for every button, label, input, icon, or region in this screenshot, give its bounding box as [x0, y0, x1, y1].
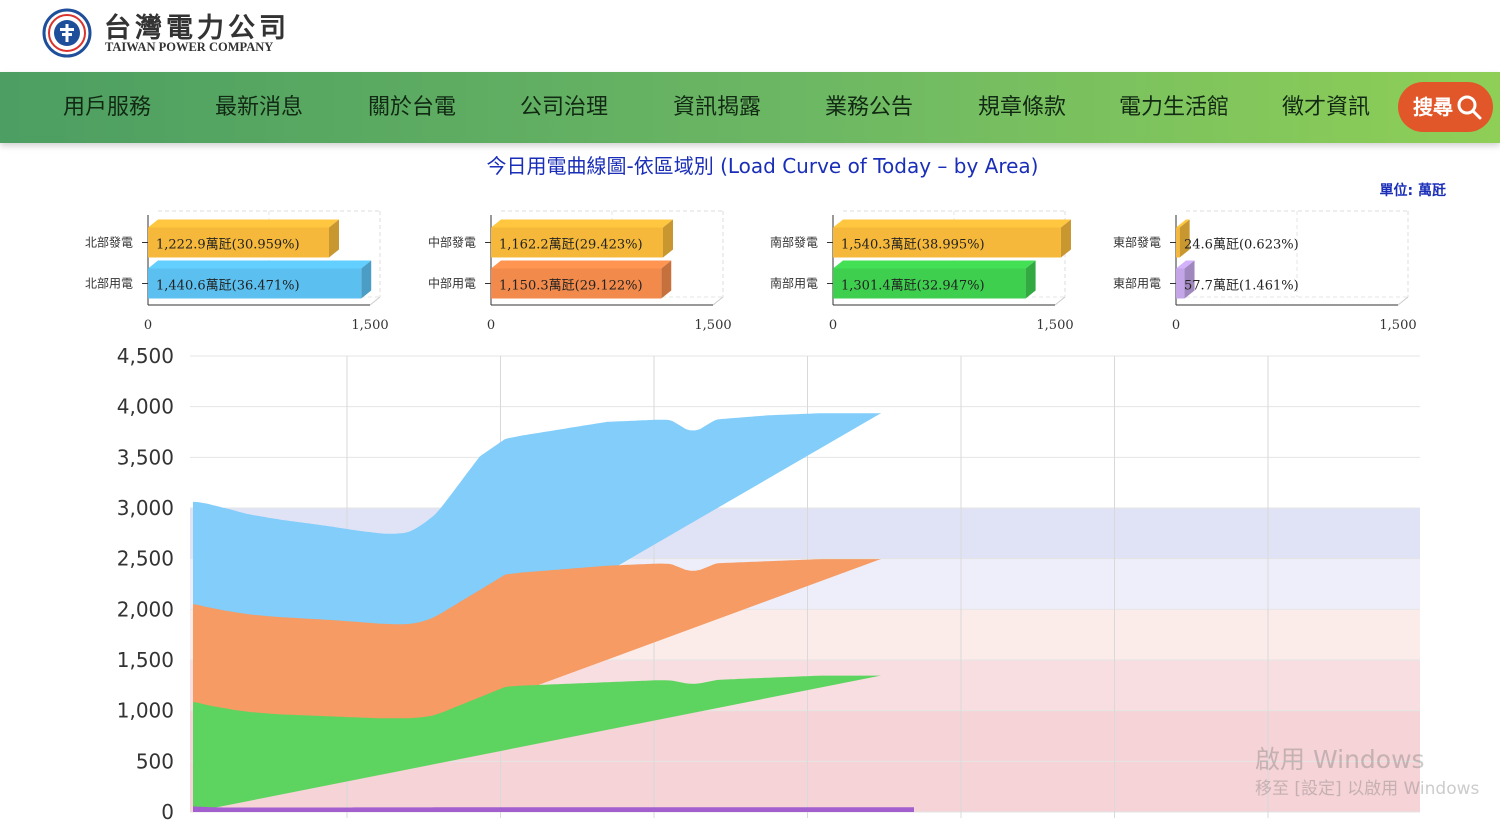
bar-category-label: 東部用電 [1113, 276, 1161, 291]
bar-top-face [1176, 260, 1195, 269]
bar-top-face [148, 219, 339, 228]
bar-grid-corner [369, 296, 381, 306]
bar-central-generation [491, 227, 664, 258]
y-tick-label: 1,500 [117, 648, 174, 672]
bar-grid-corner [1054, 296, 1066, 306]
bar-north-consumption [148, 268, 362, 299]
main-nav: 用戶服務 最新消息 關於台電 公司治理 資訊揭露 業務公告 規章條款 電力生活館… [0, 72, 1500, 143]
nav-item-regulations[interactable]: 規章條款 [977, 95, 1066, 120]
bar-x-tick-label: 1,500 [351, 318, 388, 333]
nav-item-careers[interactable]: 徵才資訊 [1281, 95, 1370, 120]
bar-top-face [491, 260, 672, 269]
area-chart: 0 500 1,000 1,500 2,000 2,500 3,000 3,500 4,000 4… [117, 344, 1420, 824]
y-tick-label: 500 [136, 749, 174, 773]
bar-category-label: 東部發電 [1113, 235, 1161, 250]
search-icon [1457, 95, 1482, 120]
bar-chart-north: 北部發電 1,222.9萬瓩(30.959%) 北部用電 1,440.6萬瓩(36.4… [85, 210, 389, 333]
area-series-group [193, 413, 914, 812]
bar-top-face [148, 260, 372, 269]
nav-item-customer-service[interactable]: 用戶服務 [62, 95, 151, 120]
bar-value-label: 1,540.3萬瓩(38.995%) [841, 238, 985, 253]
bar-side-face [361, 260, 372, 299]
bar-value-label: 1,301.4萬瓩(32.947%) [841, 279, 985, 294]
chart-title: 今日用電曲線圖-依區域別 (Load Curve of Today – by A… [486, 154, 1039, 178]
search-button[interactable]: 搜尋 [1398, 82, 1493, 132]
logo-title-zh: 台灣電力公司 [104, 13, 290, 44]
bar-category-label: 中部用電 [428, 276, 476, 291]
region-bar-charts: 北部發電 1,222.9萬瓩(30.959%) 北部用電 1,440.6萬瓩(36.4… [85, 210, 1417, 333]
search-button-label: 搜尋 [1413, 95, 1453, 119]
bar-side-face [1025, 260, 1036, 299]
bar-chart-south: 南部發電 1,540.3萬瓩(38.995%) 南部用電 1,301.4萬瓩(32.9… [770, 210, 1074, 333]
nav-item-announcements[interactable]: 業務公告 [824, 95, 913, 120]
bar-x-tick-label: 1,500 [1379, 318, 1416, 333]
y-tick-label: 3,000 [117, 496, 174, 520]
bar-central-consumption [491, 268, 662, 299]
bar-value-label: 1,440.6萬瓩(36.471%) [156, 279, 300, 294]
bar-x-tick-label: 0 [144, 318, 152, 333]
bar-x-tick-label: 1,500 [1036, 318, 1073, 333]
bar-x-tick-label: 1,500 [694, 318, 731, 333]
bar-chart-central: 中部發電 1,162.2萬瓩(29.423%) 中部用電 1,150.3萬瓩(29.1… [428, 210, 732, 333]
taipower-logo-icon[interactable] [42, 8, 92, 58]
bar-category-label: 中部發電 [428, 235, 476, 250]
bar-side-face [663, 219, 674, 258]
nav-item-news[interactable]: 最新消息 [214, 95, 303, 120]
bar-side-face [661, 260, 672, 299]
bar-value-label: 1,150.3萬瓩(29.122%) [499, 279, 643, 294]
bar-side-face [328, 219, 339, 258]
bar-top-face [1176, 219, 1190, 228]
bar-grid-corner [712, 296, 724, 306]
nav-item-disclosure[interactable]: 資訊揭露 [672, 95, 761, 120]
area-series-0 [193, 806, 914, 812]
bar-south-generation [833, 227, 1061, 258]
bar-value-label: 57.7萬瓩(1.461%) [1184, 279, 1299, 294]
bar-category-label: 北部發電 [85, 235, 133, 250]
y-tick-label: 3,500 [117, 445, 174, 469]
site-header: 台灣電力公司 TAIWAN POWER COMPANY [0, 0, 1500, 72]
windows-watermark-line2: 移至 [設定] 以啟用 Windows [1255, 779, 1480, 799]
bar-x-tick-label: 0 [487, 318, 495, 333]
logo-title-en: TAIWAN POWER COMPANY [105, 40, 274, 54]
bar-value-label: 1,162.2萬瓩(29.423%) [499, 238, 643, 253]
bar-top-face [833, 219, 1071, 228]
nav-item-about[interactable]: 關於台電 [367, 95, 456, 120]
unit-label: 單位: 萬瓩 [1379, 183, 1446, 199]
bar-east-consumption [1176, 268, 1185, 299]
bar-category-label: 北部用電 [85, 276, 133, 291]
bar-side-face [1184, 260, 1195, 299]
y-tick-label: 0 [161, 800, 174, 824]
bar-chart-east: 東部發電 24.6萬瓩(0.623%) 東部用電 57.7萬瓩(1.461%) 0 1,5… [1113, 210, 1417, 333]
bar-x-tick-label: 0 [829, 318, 837, 333]
bar-north-generation [148, 227, 329, 258]
bar-value-label: 1,222.9萬瓩(30.959%) [156, 238, 300, 253]
bar-top-face [491, 219, 674, 228]
nav-item-power-life[interactable]: 電力生活館 [1118, 95, 1229, 120]
bar-east-generation [1176, 227, 1180, 258]
area-series-1 [193, 675, 882, 812]
bar-category-label: 南部發電 [770, 235, 818, 250]
bar-side-face [1179, 219, 1190, 258]
area-y-tick-labels: 0 500 1,000 1,500 2,000 2,500 3,000 3,500 4,000 4… [117, 344, 174, 824]
bar-side-face [1060, 219, 1071, 258]
y-tick-label: 2,000 [117, 597, 174, 621]
bar-x-tick-label: 0 [1172, 318, 1180, 333]
bar-value-label: 24.6萬瓩(0.623%) [1184, 238, 1299, 253]
bar-south-consumption [833, 268, 1026, 299]
y-tick-label: 4,000 [117, 395, 174, 419]
windows-watermark-line1: 啟用 Windows [1255, 745, 1425, 774]
bar-grid-corner [1397, 296, 1409, 306]
nav-item-governance[interactable]: 公司治理 [519, 95, 608, 120]
y-tick-label: 4,500 [117, 344, 174, 368]
y-tick-label: 1,000 [117, 699, 174, 723]
bar-top-face [833, 260, 1036, 269]
bar-category-label: 南部用電 [770, 276, 818, 291]
y-tick-label: 2,500 [117, 547, 174, 571]
area-gridlines [190, 355, 1420, 818]
